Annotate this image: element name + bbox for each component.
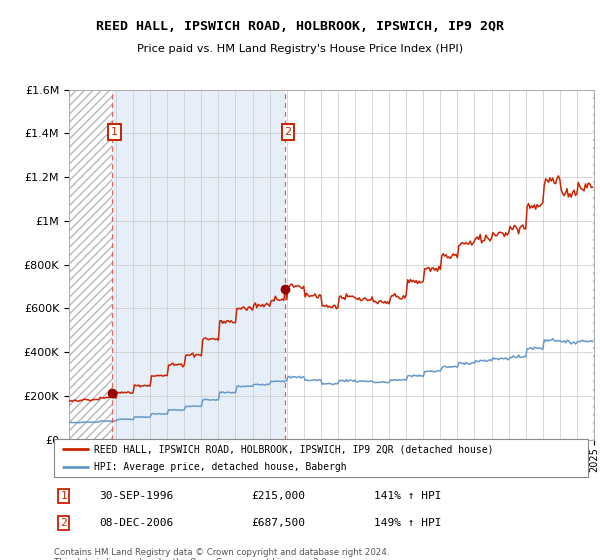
Text: 2: 2: [284, 127, 292, 137]
Bar: [112, 90, 286, 440]
Text: Contains HM Land Registry data © Crown copyright and database right 2024.
This d: Contains HM Land Registry data © Crown c…: [54, 548, 389, 560]
Text: 149% ↑ HPI: 149% ↑ HPI: [374, 519, 442, 529]
Text: £687,500: £687,500: [251, 519, 305, 529]
Text: REED HALL, IPSWICH ROAD, HOLBROOK, IPSWICH, IP9 2QR: REED HALL, IPSWICH ROAD, HOLBROOK, IPSWI…: [96, 20, 504, 32]
Text: Price paid vs. HM Land Registry's House Price Index (HPI): Price paid vs. HM Land Registry's House …: [137, 44, 463, 54]
Text: 2: 2: [61, 519, 67, 529]
Text: HPI: Average price, detached house, Babergh: HPI: Average price, detached house, Babe…: [94, 462, 347, 472]
Text: REED HALL, IPSWICH ROAD, HOLBROOK, IPSWICH, IP9 2QR (detached house): REED HALL, IPSWICH ROAD, HOLBROOK, IPSWI…: [94, 444, 494, 454]
Bar: [593, 90, 594, 440]
Text: 141% ↑ HPI: 141% ↑ HPI: [374, 491, 442, 501]
Text: 1: 1: [111, 127, 118, 137]
FancyBboxPatch shape: [54, 439, 588, 477]
Text: £215,000: £215,000: [251, 491, 305, 501]
Bar: [69, 90, 112, 440]
Text: 1: 1: [61, 491, 67, 501]
Text: 30-SEP-1996: 30-SEP-1996: [100, 491, 173, 501]
Text: 08-DEC-2006: 08-DEC-2006: [100, 519, 173, 529]
